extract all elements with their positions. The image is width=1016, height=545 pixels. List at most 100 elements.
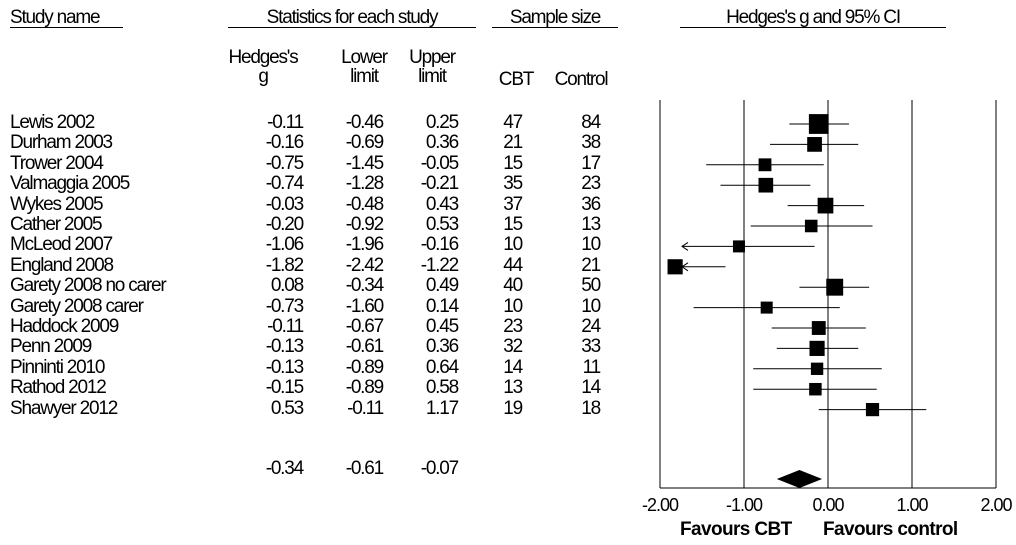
effect-square	[760, 301, 773, 314]
x-tick-label: 0.00	[812, 495, 844, 515]
effect-square	[807, 137, 822, 152]
hedges-g-value: -0.20	[265, 214, 305, 235]
x-tick-label: -2.00	[642, 495, 679, 515]
upper-limit-value: 0.36	[425, 132, 459, 154]
header-lower-limit-line2: limit	[350, 66, 379, 87]
hedges-g-value: -1.06	[265, 234, 305, 256]
lower-limit-value: -1.28	[345, 173, 385, 195]
cbt-n-value: 23	[503, 316, 523, 337]
summary-diamond	[776, 470, 823, 488]
cbt-n-value: 19	[503, 397, 523, 419]
cbt-n-value: 35	[503, 173, 523, 195]
upper-limit-value: 0.43	[425, 193, 459, 215]
upper-limit-value: 0.14	[425, 295, 459, 317]
upper-limit-value: 1.17	[425, 397, 459, 419]
lower-limit-value: -0.69	[345, 132, 385, 154]
effect-square	[758, 158, 772, 172]
hedges-g-value: -0.16	[265, 132, 305, 154]
lower-limit-value: -0.61	[345, 336, 385, 358]
cbt-n-value: 32	[503, 336, 523, 358]
upper-limit-value: 0.36	[425, 336, 459, 358]
control-n-value: 13	[581, 214, 601, 235]
control-n-value: 23	[581, 173, 601, 195]
favours-cbt-label: Favours CBT	[680, 519, 792, 540]
study-name: Haddock 2009	[10, 316, 119, 337]
header-upper-limit-line2: limit	[418, 66, 447, 87]
control-n-value: 84	[581, 112, 601, 133]
hedges-g-value: -0.75	[265, 152, 305, 174]
hedges-g-value: -0.11	[267, 112, 304, 133]
study-name: Penn 2009	[10, 336, 92, 358]
control-n-value: 50	[581, 275, 601, 297]
effect-square	[826, 278, 844, 296]
lower-limit-value: -0.11	[347, 397, 384, 419]
header-upper-limit-line1: Upper	[409, 47, 456, 68]
header-hedges-g-line2: g	[258, 66, 269, 87]
control-n-value: 33	[581, 336, 601, 358]
header-forest-plot: Hedges's g and 95% CI	[680, 8, 946, 28]
hedges-g-value: -0.13	[265, 356, 305, 378]
study-name: Cather 2005	[10, 214, 103, 235]
study-name: Valmaggia 2005	[10, 173, 130, 195]
cbt-n-value: 10	[503, 234, 523, 256]
upper-limit-value: -0.21	[420, 173, 460, 195]
cbt-n-value: 44	[503, 254, 523, 276]
study-name: England 2008	[10, 254, 114, 276]
lower-limit-value: -0.48	[345, 193, 385, 215]
cbt-n-value: 37	[503, 193, 523, 215]
upper-limit-value: -0.05	[420, 152, 460, 174]
upper-limit-value: 0.25	[425, 112, 459, 133]
x-tick-label: -1.00	[726, 495, 763, 515]
upper-limit-value: 0.58	[425, 377, 459, 399]
lower-limit-value: -1.96	[345, 234, 385, 256]
upper-limit-value: 0.49	[425, 275, 459, 297]
study-name: Trower 2004	[10, 152, 104, 174]
control-n-value: 38	[581, 132, 601, 154]
cbt-n-value: 40	[503, 275, 523, 297]
header-statistics: Statistics for each study	[228, 8, 476, 28]
effect-square	[811, 321, 826, 335]
study-name: Durham 2003	[10, 132, 113, 154]
lower-limit-value: -0.89	[345, 356, 385, 378]
summary-lower-limit: -0.61	[345, 458, 385, 479]
effect-square	[732, 240, 745, 253]
control-n-value: 36	[581, 193, 601, 215]
effect-square	[810, 362, 824, 375]
header-sample-size: Sample size	[492, 8, 618, 28]
lower-limit-value: -1.60	[345, 295, 385, 317]
hedges-g-value: -0.15	[265, 377, 305, 399]
study-name: McLeod 2007	[10, 234, 113, 256]
upper-limit-value: -1.22	[420, 254, 460, 276]
study-name: Rathod 2012	[10, 377, 107, 399]
ci-arrow	[681, 241, 689, 251]
control-n-value: 21	[581, 254, 601, 276]
effect-square	[817, 197, 834, 214]
effect-square	[809, 382, 822, 396]
header-cbt: CBT	[498, 69, 535, 90]
cbt-n-value: 15	[503, 152, 523, 174]
header-control: Control	[554, 69, 609, 90]
control-n-value: 24	[581, 316, 601, 337]
lower-limit-value: -0.89	[345, 377, 385, 399]
study-name: Wykes 2005	[10, 193, 104, 215]
upper-limit-value: 0.53	[425, 214, 459, 235]
effect-square	[804, 219, 818, 233]
upper-limit-value: -0.16	[420, 234, 460, 256]
control-n-value: 10	[581, 234, 601, 256]
cbt-n-value: 21	[503, 132, 523, 154]
lower-limit-value: -1.45	[345, 152, 385, 174]
study-name: Pinninti 2010	[10, 356, 105, 378]
effect-square	[667, 259, 683, 275]
x-tick-label: 2.00	[980, 495, 1012, 515]
upper-limit-value: 0.64	[425, 356, 459, 378]
hedges-g-value: -0.13	[265, 336, 305, 358]
lower-limit-value: -2.42	[345, 254, 385, 276]
study-name: Shawyer 2012	[10, 397, 118, 419]
cbt-n-value: 47	[503, 112, 523, 133]
control-n-value: 14	[581, 377, 601, 399]
summary-upper-limit: -0.07	[420, 458, 460, 479]
cbt-n-value: 14	[503, 356, 523, 378]
header-lower-limit-line1: Lower	[341, 47, 388, 68]
effect-square	[808, 114, 829, 134]
